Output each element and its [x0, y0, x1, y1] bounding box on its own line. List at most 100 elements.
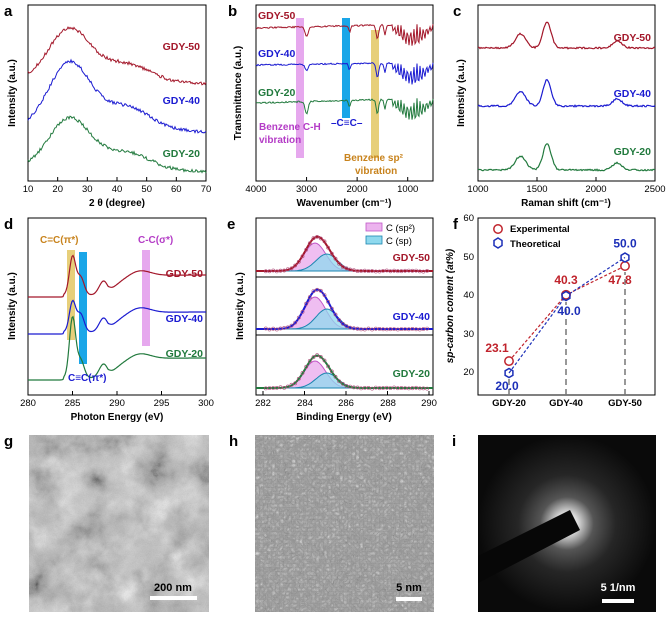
- panel-label-a: a: [4, 3, 13, 20]
- f-xtick: GDY-50: [608, 398, 642, 409]
- e-legend-sp2-swatch: [365, 222, 383, 232]
- f-legend-theo-marker: [493, 237, 503, 249]
- e-raw-point: [318, 354, 323, 359]
- e-raw-point: [322, 293, 327, 298]
- e-raw-point: [362, 327, 367, 332]
- e-raw-point: [293, 381, 298, 386]
- h-scalebar: [396, 597, 422, 601]
- e-fit-gdy40: [256, 287, 433, 332]
- e-raw-point: [348, 384, 353, 389]
- e-raw-point: [263, 269, 268, 274]
- e-raw-point: [425, 326, 430, 331]
- e-raw-point: [296, 315, 301, 320]
- e-xtick: 288: [380, 398, 396, 409]
- e-raw-point: [337, 379, 342, 384]
- a-xtick: 10: [23, 184, 34, 195]
- e-raw-point: [304, 364, 309, 369]
- f-legend-theo: Theoretical: [510, 239, 561, 250]
- a-xtick: 20: [52, 184, 63, 195]
- e-raw-point: [388, 269, 393, 274]
- f-point-theoretical: [620, 252, 630, 263]
- e-raw-point: [348, 267, 353, 272]
- e-raw-point: [384, 385, 389, 390]
- e-raw-point: [381, 268, 386, 273]
- b-band-ch: [296, 18, 304, 158]
- f-ytick: 40: [463, 290, 474, 301]
- panel-b: b 4000 3000 2000 1000 Wavenumber (cm⁻¹) …: [228, 3, 434, 209]
- e-raw-point: [414, 385, 419, 390]
- f-xtick: GDY-40: [549, 398, 583, 409]
- b-ann-cc: –C≡C–: [331, 118, 363, 129]
- e-raw-point: [377, 269, 382, 274]
- c-legend-gdy40: GDY-40: [614, 88, 652, 100]
- e-raw-point: [421, 386, 426, 391]
- e-raw-point: [373, 385, 378, 390]
- panel-label-b: b: [228, 3, 237, 20]
- a-xtick: 60: [171, 184, 182, 195]
- e-raw-point: [315, 287, 320, 292]
- e-raw-point: [425, 386, 430, 391]
- e-raw-point: [285, 325, 290, 330]
- e-raw-point: [373, 269, 378, 274]
- e-raw-point: [311, 355, 316, 360]
- d-ann-ccs: C-C(σ*): [138, 235, 173, 246]
- d-xtick: 285: [65, 398, 81, 409]
- e-raw-point: [267, 327, 272, 332]
- e-raw-point: [293, 320, 298, 325]
- b-xtick: 4000: [245, 184, 266, 195]
- e-raw-point: [366, 385, 371, 390]
- f-ytick: 30: [463, 329, 474, 340]
- e-raw-point: [318, 236, 323, 241]
- e-raw-point: [289, 266, 294, 271]
- e-raw-point: [263, 386, 268, 391]
- e-raw-point: [425, 268, 430, 273]
- e-raw-point: [366, 326, 371, 331]
- f-ytick: 60: [463, 213, 474, 224]
- panel-label-e: e: [227, 216, 235, 233]
- e-raw-point: [278, 268, 283, 273]
- c-xtick: 2000: [585, 184, 606, 195]
- f-legend-exp: Experimental: [510, 224, 570, 235]
- e-raw-point: [274, 385, 279, 390]
- e-raw-point: [395, 327, 400, 332]
- e-raw-point: [322, 358, 327, 363]
- f-xtick: GDY-20: [492, 398, 526, 409]
- e-raw-point: [304, 301, 309, 306]
- e-raw-point: [421, 327, 426, 331]
- d-series-gdy20: [28, 315, 206, 381]
- e-raw-point: [417, 386, 422, 391]
- panel-label-c: c: [453, 3, 461, 20]
- e-raw-point: [370, 327, 375, 332]
- f-ytick: 20: [463, 367, 474, 378]
- b-ann-ch-2: vibration: [259, 135, 301, 146]
- panel-h: h 5 nm: [229, 433, 434, 612]
- i-scalebar-label: 5 1/nm: [601, 582, 636, 594]
- e-raw-point: [267, 269, 272, 274]
- e-raw-point: [326, 299, 331, 304]
- c-legend-gdy50: GDY-50: [614, 32, 652, 44]
- a-series-gdy20: [27, 115, 207, 174]
- e-xtick: 284: [297, 398, 313, 409]
- e-raw-point: [373, 326, 378, 331]
- c-xtick: 1000: [467, 184, 488, 195]
- e-raw-point: [296, 259, 301, 264]
- b-ann-sp2-2: vibration: [355, 166, 397, 177]
- e-raw-point: [282, 325, 287, 330]
- e-raw-point: [271, 268, 276, 273]
- panel-c: c 1000 1500 2000 2500 Raman shift (cm⁻¹)…: [453, 3, 666, 209]
- b-series-gdy40: [255, 62, 434, 85]
- e-raw-point: [289, 382, 294, 387]
- e-raw-point: [403, 268, 408, 273]
- e-raw-point: [274, 327, 279, 332]
- e-raw-point: [417, 327, 422, 332]
- e-raw-point: [384, 327, 389, 332]
- a-legend-gdy40: GDY-40: [163, 95, 201, 107]
- e-raw-point: [307, 241, 312, 246]
- f-label-theoretical: 40.0: [557, 304, 581, 318]
- a-xtick: 30: [82, 184, 93, 195]
- d-series-gdy50: [28, 254, 206, 298]
- h-scalebar-label: 5 nm: [396, 582, 422, 594]
- e-raw-point: [362, 268, 367, 273]
- i-scalebar: [602, 599, 634, 603]
- e-raw-point: [410, 268, 415, 273]
